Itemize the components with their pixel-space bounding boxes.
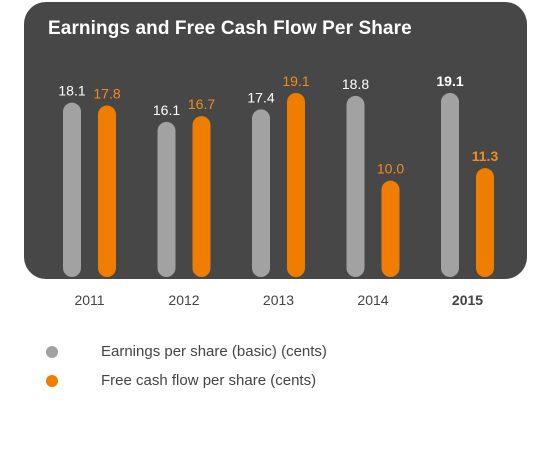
x-tick-label-2015: 2015: [452, 292, 483, 308]
value-label-earnings-2014: 18.8: [342, 76, 369, 92]
x-tick-label-2013: 2013: [263, 292, 294, 308]
bar-fcf-2012: [192, 116, 211, 277]
bar-fcf-2013: [287, 93, 305, 277]
bar-earnings-2015: [441, 93, 459, 277]
bar-fcf-2015: [476, 168, 494, 277]
value-label-earnings-2013: 17.4: [247, 89, 274, 105]
x-tick-label-2011: 2011: [74, 292, 104, 308]
chart-title: Earnings and Free Cash Flow Per Share: [48, 18, 412, 39]
legend-item-fcf: Free cash flow per share (cents): [46, 369, 327, 392]
legend-swatch-earnings: [46, 345, 58, 358]
legend-label-earnings: Earnings per share (basic) (cents): [101, 343, 327, 360]
x-tick-label-2012: 2012: [168, 292, 199, 308]
legend-swatch-fcf: [46, 374, 58, 387]
legend-label-fcf: Free cash flow per share (cents): [101, 372, 317, 389]
value-label-earnings-2012: 16.1: [153, 102, 180, 118]
value-label-earnings-2015: 19.1: [436, 73, 463, 89]
x-tick-label-2014: 2014: [357, 292, 388, 308]
bar-earnings-2011: [63, 102, 81, 277]
bar-fcf-2011: [98, 105, 116, 277]
value-label-fcf-2011: 17.8: [93, 86, 120, 102]
bar-earnings-2014: [346, 95, 365, 278]
value-label-earnings-2011: 18.1: [58, 83, 85, 99]
value-label-fcf-2014: 10.0: [377, 161, 404, 177]
bar-earnings-2012: [157, 121, 176, 278]
bar-earnings-2013: [252, 109, 270, 278]
value-label-fcf-2012: 16.7: [188, 96, 215, 112]
chart-legend: Earnings per share (basic) (cents) Free …: [46, 340, 327, 398]
legend-item-earnings: Earnings per share (basic) (cents): [46, 340, 327, 363]
bar-fcf-2014: [381, 180, 400, 277]
value-label-fcf-2015: 11.3: [472, 148, 499, 164]
value-label-fcf-2013: 19.1: [282, 73, 309, 89]
